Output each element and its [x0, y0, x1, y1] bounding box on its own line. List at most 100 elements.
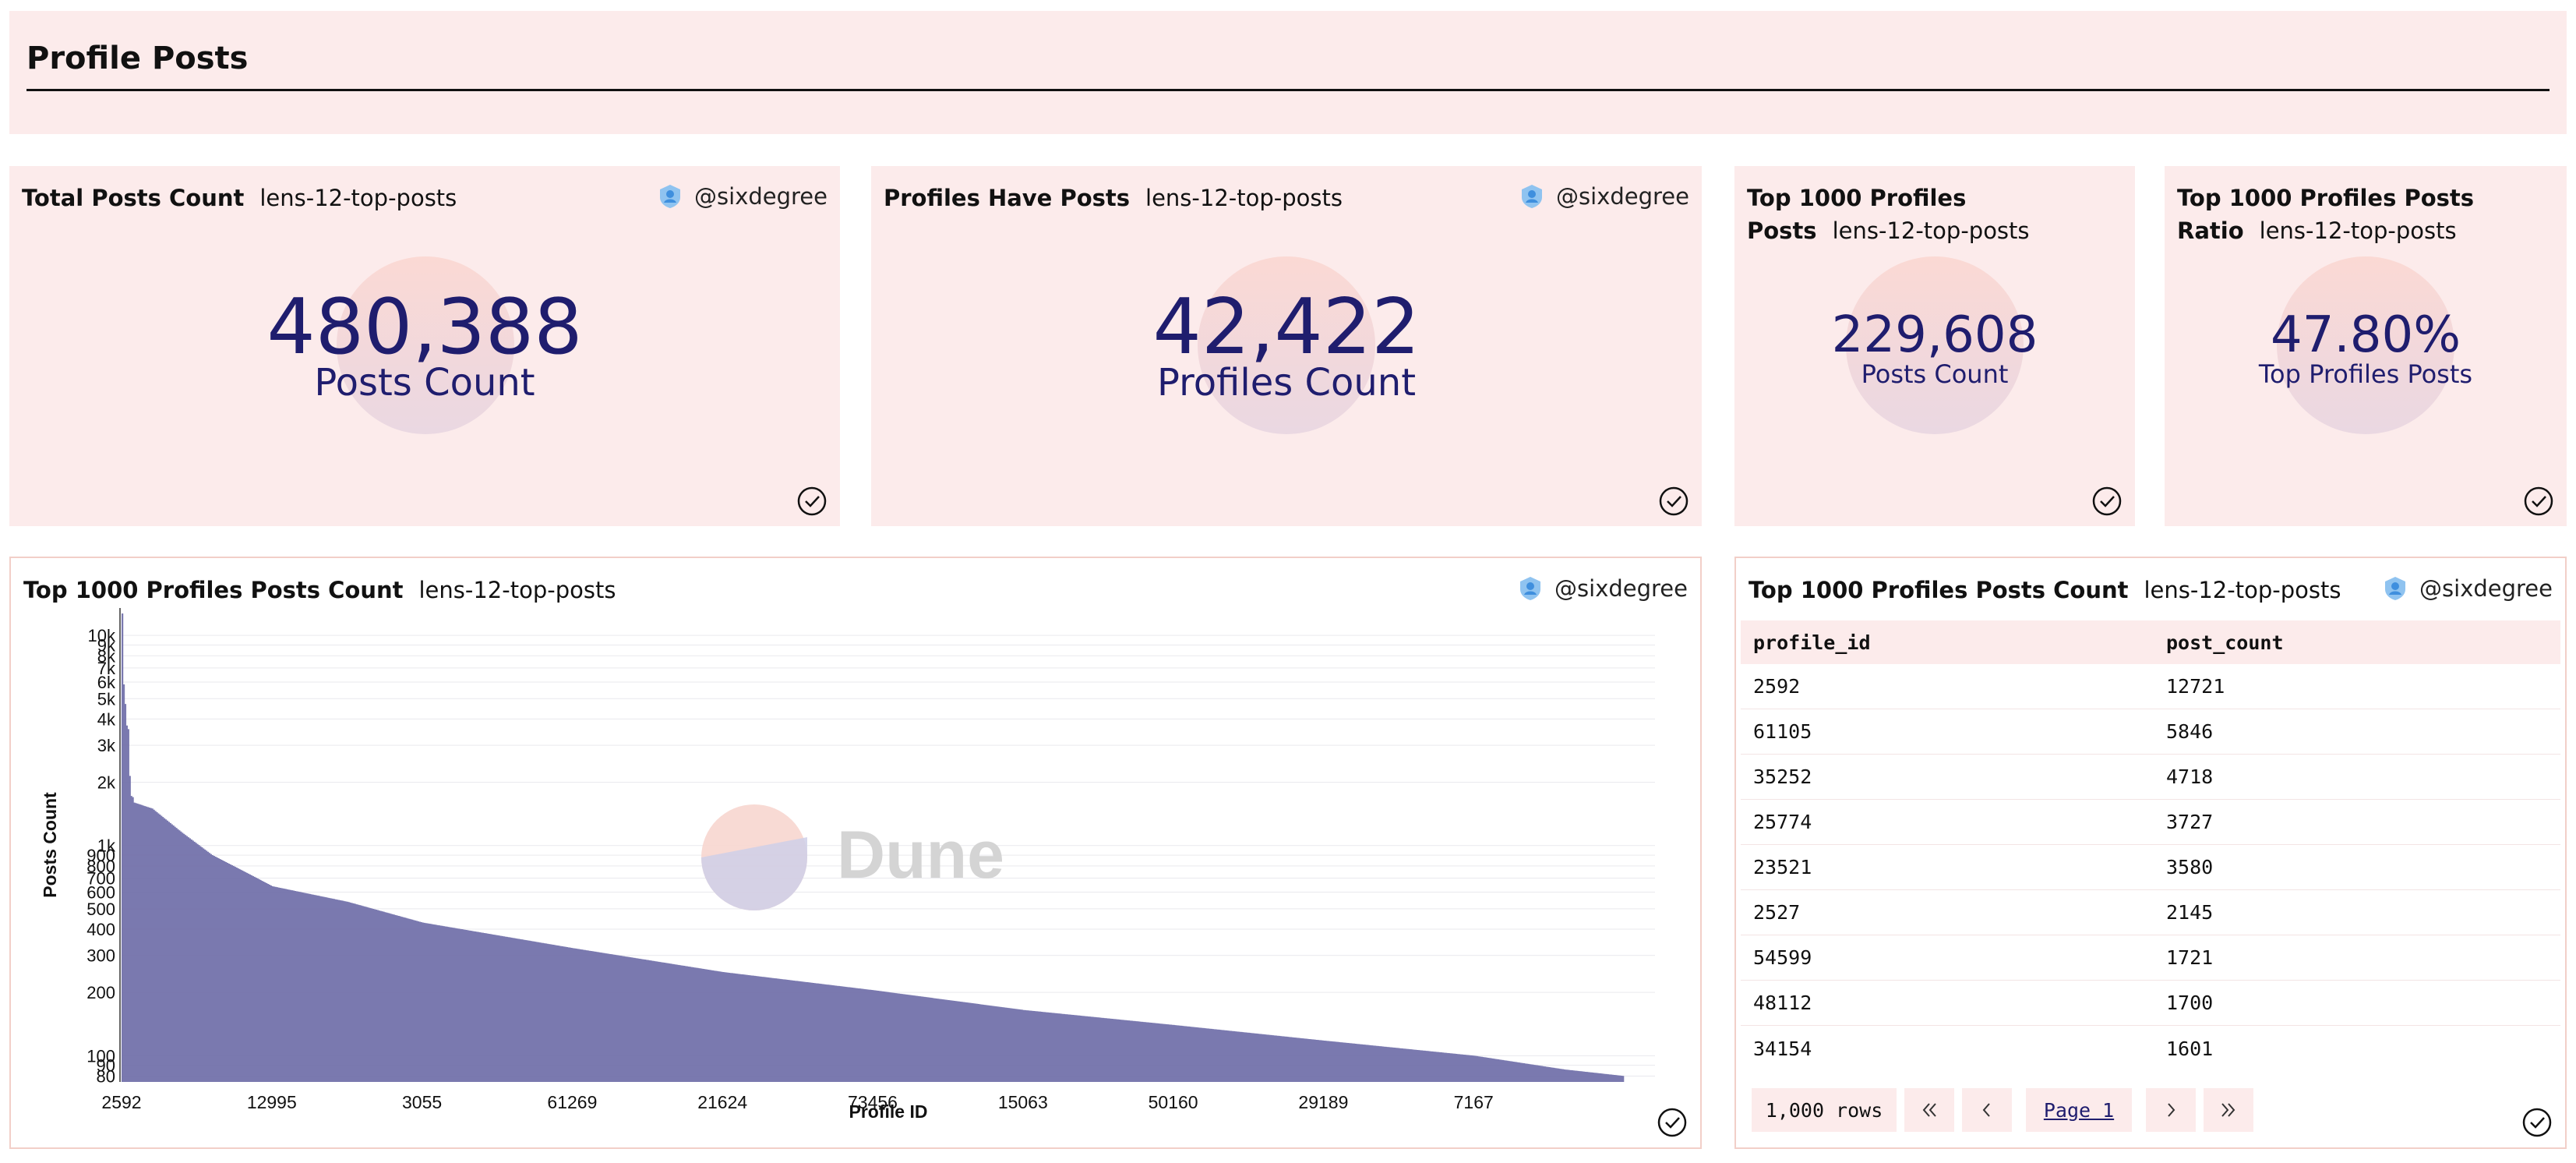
header-divider: [26, 89, 2550, 91]
cell-profile-id: 54599: [1753, 946, 1812, 969]
y-tick-label: 9k: [97, 635, 116, 655]
author-link[interactable]: @sixdegree: [657, 180, 827, 213]
counter-value: 42,422: [1152, 283, 1420, 372]
chevron-left-icon: [1982, 1103, 1990, 1117]
y-tick-label: 400: [86, 920, 115, 939]
posts-count-bars: [122, 613, 1625, 1082]
counter: 229,608 Posts Count: [1734, 166, 2135, 526]
table-row: 35252 4718: [1741, 755, 2560, 800]
counter: 47.80% Top Profiles Posts: [2165, 166, 2567, 526]
y-tick-label: 800: [86, 857, 115, 876]
x-tick-label: 21624: [697, 1092, 747, 1112]
query-name[interactable]: lens-12-top-posts: [259, 185, 457, 211]
x-tick-label: 73456: [848, 1092, 898, 1112]
table-row: 54599 1721: [1741, 935, 2560, 981]
y-tick-label: 90: [97, 1056, 115, 1076]
dune-watermark: Dune: [701, 804, 1004, 910]
cell-profile-id: 23521: [1753, 856, 1812, 878]
author-link[interactable]: @sixdegree: [2382, 572, 2553, 605]
panel-title[interactable]: Profiles Have Posts: [884, 185, 1131, 211]
y-axis-title: Posts Count: [40, 792, 60, 898]
counter-panel-total-posts: Total Posts Count lens-12-top-posts @sixd…: [9, 166, 840, 526]
cell-post-count: 3727: [2166, 811, 2214, 833]
check-circle-icon: [1657, 1108, 1687, 1137]
counter-label: Posts Count: [1861, 359, 2009, 389]
table-row: 23521 3580: [1741, 845, 2560, 890]
y-tick-label: 4k: [97, 709, 116, 729]
cell-profile-id: 2527: [1753, 901, 1801, 924]
counter-value: 480,388: [266, 283, 583, 372]
y-tick-label: 1k: [97, 836, 116, 856]
author-link[interactable]: @sixdegree: [1517, 572, 1688, 605]
current-page-link[interactable]: Page 1: [2026, 1088, 2132, 1132]
x-tick-label: 29189: [1298, 1092, 1348, 1112]
first-page-button[interactable]: [1904, 1088, 1954, 1132]
author-name: @sixdegree: [694, 183, 827, 210]
cell-post-count: 1700: [2166, 992, 2214, 1014]
table-row: 61105 5846: [1741, 709, 2560, 755]
panel-title[interactable]: Top 1000 Profiles Posts Count: [1749, 577, 2129, 603]
panel-title[interactable]: Total Posts Count: [22, 185, 245, 211]
check-circle-icon: [1659, 486, 1689, 516]
y-tick-label: 700: [86, 868, 115, 888]
counter-label: Posts Count: [314, 361, 535, 405]
cell-profile-id: 48112: [1753, 992, 1812, 1014]
panel-title[interactable]: Top 1000 Profiles Posts Ratio: [2177, 185, 2475, 244]
column-header-post-count[interactable]: post_count: [2166, 631, 2284, 654]
author-name: @sixdegree: [2419, 575, 2553, 602]
counter-panel-top-profiles-posts: Top 1000 Profiles Posts lens-12-top-posts…: [1734, 166, 2135, 526]
table-row: 34154 1601: [1741, 1026, 2560, 1071]
query-name[interactable]: lens-12-top-posts: [2259, 217, 2457, 244]
cell-post-count: 1721: [2166, 946, 2214, 969]
cell-post-count: 4718: [2166, 765, 2214, 788]
prev-page-button[interactable]: [1962, 1088, 2012, 1132]
y-tick-label: 7k: [97, 659, 116, 678]
counter-label: Profiles Count: [1156, 361, 1417, 405]
column-header-profile-id[interactable]: profile_id: [1753, 631, 1871, 654]
y-tick-label: 900: [86, 846, 115, 865]
page-title: Profile Posts: [26, 41, 249, 76]
y-tick-label: 200: [86, 983, 115, 1002]
panel-title[interactable]: Top 1000 Profiles Posts Count: [23, 577, 404, 603]
check-circle-icon: [2522, 1108, 2552, 1137]
counter-backdrop: [337, 256, 514, 434]
next-page-button[interactable]: [2146, 1088, 2196, 1132]
y-tick-label: 10k: [88, 626, 116, 645]
table-row: 2592 12721: [1741, 664, 2560, 709]
team-avatar-icon: [2385, 577, 2406, 600]
cell-profile-id: 34154: [1753, 1037, 1812, 1060]
cell-profile-id: 25774: [1753, 811, 1812, 833]
dashboard-header: Profile Posts: [9, 11, 2567, 134]
counter-backdrop: [2277, 256, 2454, 434]
query-name[interactable]: lens-12-top-posts: [2144, 577, 2341, 603]
counter-panel-profiles-have-posts: Profiles Have Posts lens-12-top-posts @si…: [871, 166, 1702, 526]
results-table: profile_id post_count 2592 12721 61105 584…: [1741, 620, 2560, 1071]
cell-post-count: 1601: [2166, 1037, 2214, 1060]
query-name[interactable]: lens-12-top-posts: [418, 577, 616, 603]
query-name[interactable]: lens-12-top-posts: [1832, 217, 2030, 244]
x-tick-label: 50160: [1149, 1092, 1198, 1112]
y-tick-label: 8k: [97, 646, 116, 666]
counter: 42,422 Profiles Count: [871, 166, 1702, 526]
table-header-row: profile_id post_count: [1741, 620, 2560, 664]
author-link[interactable]: @sixdegree: [1519, 180, 1689, 213]
y-tick-label: 300: [86, 946, 115, 966]
panel-title[interactable]: Top 1000 Profiles Posts: [1747, 185, 1967, 244]
team-avatar-icon: [660, 185, 681, 208]
y-tick-label: 80: [97, 1066, 115, 1086]
last-page-button[interactable]: [2204, 1088, 2253, 1132]
cell-profile-id: 61105: [1753, 720, 1812, 743]
table-row: 25774 3727: [1741, 800, 2560, 845]
y-tick-label: 500: [86, 900, 115, 919]
watermark-text: Dune: [837, 818, 1004, 893]
y-tick-label: 600: [86, 883, 115, 903]
team-avatar-icon: [1522, 185, 1543, 208]
x-tick-label: 2592: [101, 1092, 141, 1112]
counter: 480,388 Posts Count: [9, 166, 840, 526]
counter-value: 47.80%: [2270, 306, 2461, 364]
cell-post-count: 12721: [2166, 675, 2225, 698]
counter-value: 229,608: [1831, 306, 2038, 364]
query-name[interactable]: lens-12-top-posts: [1145, 185, 1343, 211]
